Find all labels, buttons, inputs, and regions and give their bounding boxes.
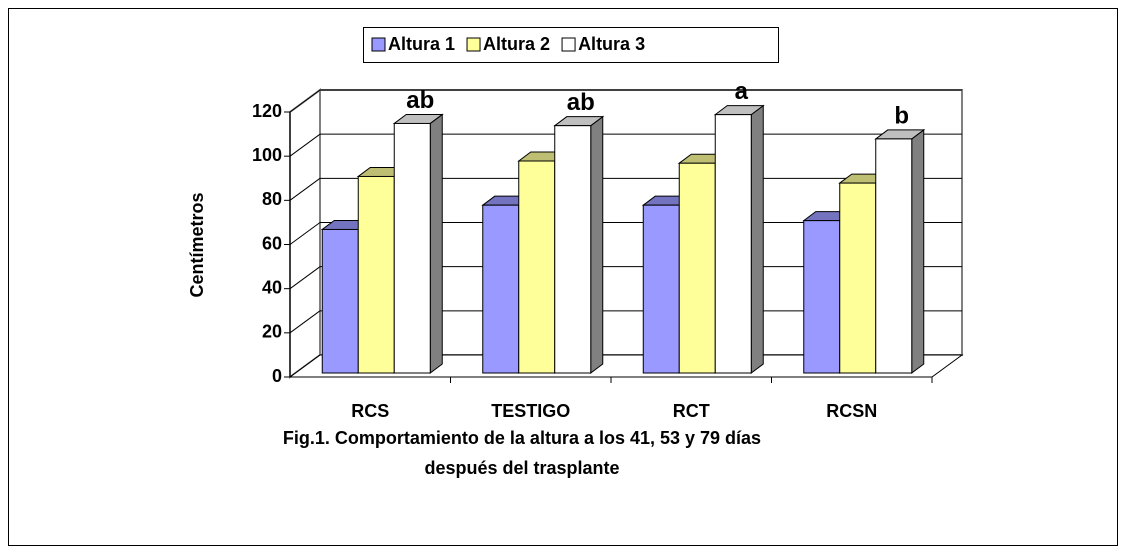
bar-front <box>678 162 716 374</box>
bar-front <box>875 138 913 374</box>
y-tick-label: 120 <box>252 101 282 121</box>
legend-swatch <box>561 37 576 52</box>
legend-label: Altura 3 <box>578 34 645 54</box>
bar-front <box>803 220 841 374</box>
x-tick-label: RCS <box>351 401 389 421</box>
grid-line <box>289 177 321 201</box>
legend-label: Altura 2 <box>483 34 550 54</box>
bar-front <box>554 125 592 374</box>
grid-line <box>289 133 321 157</box>
chart-title: Fig.1. Comportamiento de la altura a los… <box>282 428 762 478</box>
y-tick-label: 40 <box>262 277 282 297</box>
y-tick-label: 20 <box>262 322 282 342</box>
bar <box>553 115 605 374</box>
bar <box>874 128 926 374</box>
bar-side <box>911 128 925 374</box>
bar-front <box>357 175 395 374</box>
grid-line <box>289 310 321 334</box>
annotation: b <box>894 102 909 129</box>
x-tick-label: RCT <box>673 401 710 421</box>
grid-line <box>289 222 321 245</box>
bar-front <box>482 204 520 374</box>
bar <box>713 104 765 374</box>
bar-front <box>839 182 877 374</box>
grid-line <box>289 89 321 113</box>
y-axis-label: Centímetros <box>187 192 207 297</box>
annotation: ab <box>567 89 595 116</box>
annotation: ab <box>406 87 434 114</box>
legend-label: Altura 1 <box>388 34 455 54</box>
bar-front <box>714 114 752 374</box>
y-tick-label: 80 <box>262 189 282 209</box>
bar-side <box>590 115 604 374</box>
bar-front <box>393 122 431 374</box>
bar-side <box>750 104 764 374</box>
bar-front <box>518 160 556 374</box>
y-tick-label: 100 <box>252 145 282 165</box>
legend-swatch <box>371 37 386 52</box>
bar-front <box>642 204 680 374</box>
bar-side <box>429 113 443 374</box>
legend-swatch <box>466 37 481 52</box>
y-tick-label: 60 <box>262 233 282 253</box>
y-tick-label: 0 <box>272 366 282 386</box>
bar-front <box>321 228 359 374</box>
grid-line <box>289 354 321 378</box>
x-tick-label: TESTIGO <box>491 401 570 421</box>
grid-line <box>289 266 321 290</box>
annotation: a <box>735 78 749 105</box>
x-tick-label: RCSN <box>826 401 877 421</box>
bar <box>392 113 444 374</box>
